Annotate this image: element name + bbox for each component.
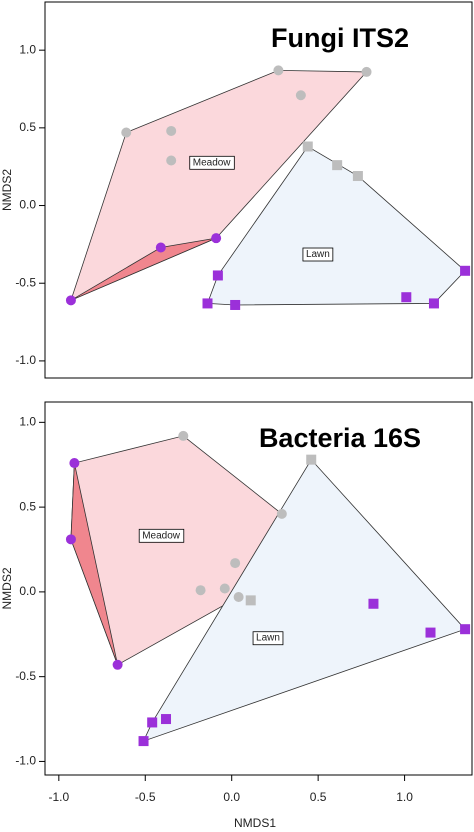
point (460, 624, 471, 635)
point (352, 171, 363, 182)
point (230, 299, 241, 310)
x-tick-label: 0.5 (310, 790, 327, 804)
point (306, 454, 317, 465)
point (138, 736, 149, 747)
chart-title: Fungi ITS2 (271, 23, 409, 53)
point (65, 295, 76, 306)
point (245, 595, 256, 606)
point (178, 430, 189, 441)
y-tick-label: -1.0 (15, 353, 36, 367)
group-label: Meadow (142, 530, 181, 541)
point (147, 717, 158, 728)
group-label-box (302, 247, 334, 262)
point (195, 585, 206, 596)
subset-hull (70, 237, 217, 301)
point (460, 265, 471, 276)
group-label-box (189, 155, 235, 170)
point (273, 65, 284, 76)
point (219, 583, 230, 594)
y-tick-label: 0.5 (19, 120, 36, 134)
point (276, 508, 287, 519)
point (368, 598, 379, 609)
point (211, 233, 222, 244)
point (428, 298, 439, 309)
point (401, 292, 412, 303)
group-label-box (138, 528, 185, 543)
y-tick-label: 0.0 (19, 584, 36, 598)
subset-hull (70, 462, 118, 665)
group-label: Lawn (256, 633, 280, 644)
group-hull (206, 145, 466, 306)
point (161, 714, 172, 725)
point (166, 155, 177, 166)
point (302, 141, 313, 152)
point (212, 270, 223, 281)
x-tick-label: -1.0 (48, 790, 69, 804)
x-tick-label: 0.0 (223, 790, 240, 804)
point (202, 298, 213, 309)
point (425, 627, 436, 638)
point (361, 66, 372, 77)
group-label-box (252, 631, 284, 646)
point (233, 591, 244, 602)
chart-title: Bacteria 16S (259, 423, 421, 453)
y-tick-label: -1.0 (15, 754, 36, 768)
y-tick-label: 1.0 (19, 42, 36, 56)
x-tick-label: -0.5 (135, 790, 156, 804)
point (332, 160, 343, 171)
plot-frame (44, 401, 473, 776)
y-axis-label: NMDS2 (0, 169, 14, 211)
y-tick-label: -0.5 (15, 275, 36, 289)
point (121, 127, 132, 138)
point (65, 534, 76, 545)
point (155, 242, 166, 253)
point (112, 659, 123, 670)
y-tick-label: 1.0 (19, 415, 36, 429)
point (69, 458, 80, 469)
group-label: Meadow (193, 157, 232, 168)
y-tick-label: -0.5 (15, 669, 36, 683)
point (230, 558, 241, 569)
group-label: Lawn (306, 249, 330, 260)
y-tick-label: 0.5 (19, 499, 36, 513)
x-axis-label: NMDS1 (234, 816, 276, 830)
point (295, 90, 306, 101)
y-tick-label: 0.0 (19, 198, 36, 212)
y-axis-label: NMDS2 (0, 567, 14, 609)
point (166, 125, 177, 136)
plot-frame (44, 1, 473, 379)
x-tick-label: 1.0 (396, 790, 413, 804)
